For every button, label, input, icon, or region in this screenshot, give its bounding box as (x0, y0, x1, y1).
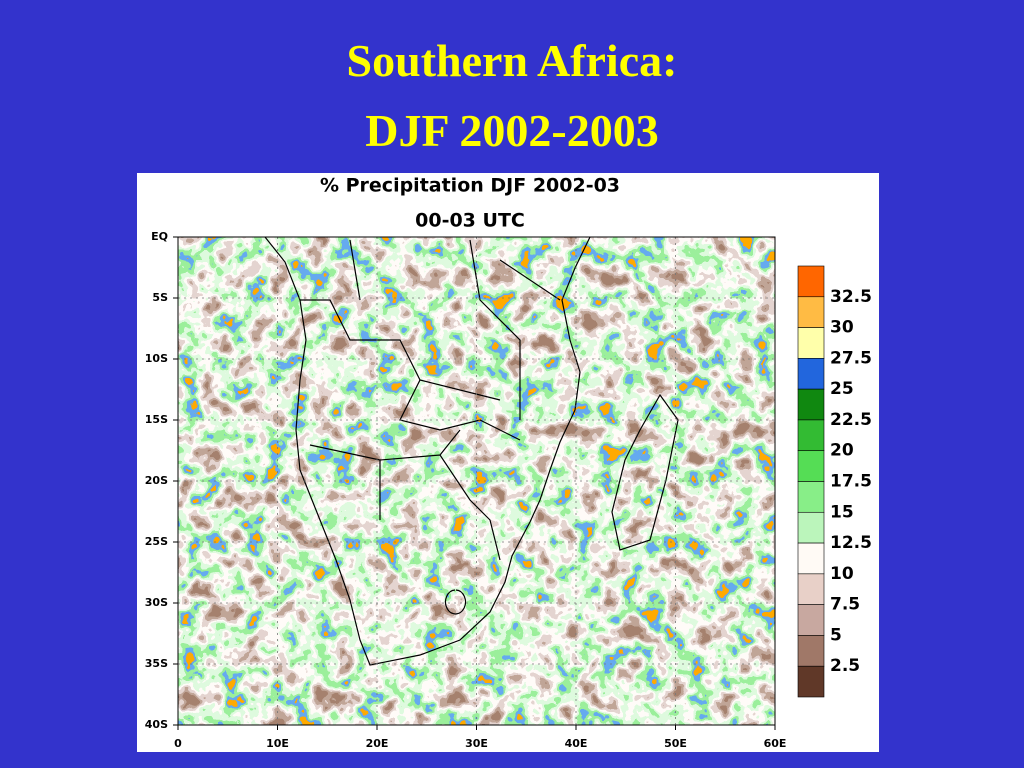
axes: EQ 5S 10S 15S 20S 25S 30S 35S 40S 0 10E 20E 30E 40E 50… (145, 230, 787, 750)
longitude-label: 50E (664, 737, 687, 750)
madagascar-coast (611, 393, 679, 551)
legend-label: 17.5 (830, 472, 872, 492)
legend-swatch (797, 635, 825, 667)
legend: 32.5 30 27.5 25 22.5 20 17.5 15 12.5 10 7.5 5 2.5 (797, 265, 872, 698)
legend-label: 7.5 (830, 595, 860, 615)
slide-title: Southern Africa: (346, 35, 678, 86)
legend-swatch (797, 542, 825, 575)
legend-swatch (797, 265, 825, 298)
legend-label: 12.5 (830, 533, 872, 553)
latitude-label: 15S (145, 413, 168, 426)
legend-swatch (797, 388, 825, 421)
map-panel: % Precipitation DJF 2002-03 00-03 UTC EQ… (137, 173, 879, 752)
legend-swatch (797, 327, 825, 359)
latitude-label: 25S (145, 535, 168, 548)
map-subtitle: 00-03 UTC (415, 210, 525, 232)
legend-label: 20 (830, 441, 854, 461)
africa-coast (264, 236, 591, 666)
legend-swatch (797, 665, 825, 698)
latitude-label: 30S (145, 596, 168, 609)
legend-label: 27.5 (830, 348, 872, 368)
slide-subtitle: DJF 2002-2003 (365, 105, 659, 156)
legend-label: 25 (830, 379, 854, 399)
legend-swatch (797, 604, 825, 636)
legend-swatch (797, 296, 825, 328)
legend-label: 2.5 (830, 656, 860, 676)
legend-label: 22.5 (830, 410, 872, 430)
longitude-label: 40E (565, 737, 588, 750)
latitude-label: 35S (145, 657, 168, 670)
latitude-label: 5S (152, 291, 168, 304)
latitude-label: EQ (151, 230, 168, 243)
legend-label: 5 (830, 625, 842, 645)
legend-label: 10 (830, 564, 854, 584)
legend-swatch (797, 573, 825, 605)
longitude-label: 0 (174, 737, 182, 750)
legend-swatch (797, 358, 825, 390)
borders (300, 239, 561, 615)
longitude-label: 30E (465, 737, 488, 750)
latitude-label: 10S (145, 352, 168, 365)
map-title: % Precipitation DJF 2002-03 (320, 175, 620, 197)
legend-label: 32.5 (830, 287, 872, 307)
latitude-label: 40S (145, 718, 168, 731)
legend-label: 30 (830, 318, 854, 338)
precipitation-field (178, 237, 775, 725)
legend-swatch (797, 481, 825, 513)
latitude-label: 20S (145, 474, 168, 487)
longitude-label: 10E (266, 737, 289, 750)
longitude-label: 20E (366, 737, 389, 750)
longitude-label: 60E (764, 737, 787, 750)
coastlines (264, 236, 679, 666)
legend-swatch (797, 419, 825, 452)
legend-label: 15 (830, 502, 854, 522)
legend-swatch (797, 450, 825, 482)
legend-swatch (797, 511, 825, 544)
